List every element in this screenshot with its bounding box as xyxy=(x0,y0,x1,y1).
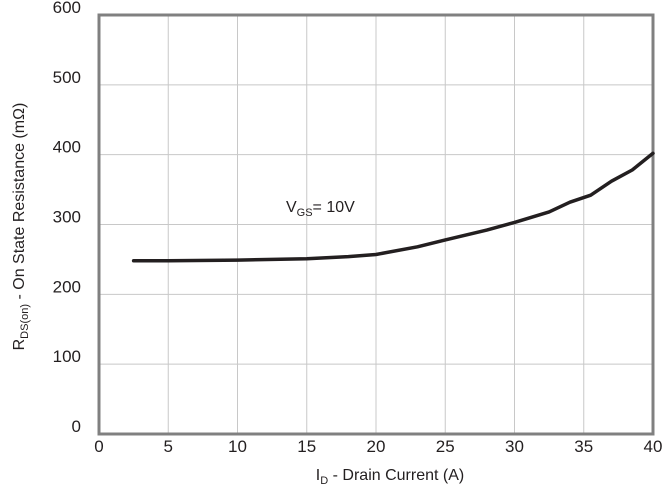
y-tick-label: 500 xyxy=(53,68,81,87)
x-tick-label: 15 xyxy=(297,437,316,456)
x-tick-label: 40 xyxy=(644,437,662,456)
x-axis-title-sub: D xyxy=(320,475,328,487)
y-tick-label: 400 xyxy=(53,138,81,157)
data-series xyxy=(131,151,655,263)
x-tick-label: 30 xyxy=(505,437,524,456)
x-tick-label: 20 xyxy=(367,437,386,456)
plot-frame xyxy=(97,13,655,436)
annotation-sub: GS xyxy=(297,207,313,219)
y-tick-label: 300 xyxy=(53,208,81,227)
x-tick-labels: 0 5 10 15 20 25 30 35 40 xyxy=(94,437,662,456)
y-axis-title-sub: DS(on) xyxy=(19,304,31,339)
y-tick-labels: 0 100 200 300 400 500 600 xyxy=(53,0,81,436)
annotation-main: V xyxy=(286,199,297,216)
y-axis-title: RDS(on) - On State Resistance (mΩ) xyxy=(11,103,31,351)
y-tick-label: 100 xyxy=(53,347,81,366)
x-axis-title-rest: - Drain Current (A) xyxy=(328,467,464,484)
annotation-rest: = 10V xyxy=(313,199,356,216)
x-tick-label: 0 xyxy=(94,437,103,456)
x-tick-label: 25 xyxy=(436,437,455,456)
y-tick-label: 0 xyxy=(72,417,81,436)
grid xyxy=(99,15,653,434)
y-tick-label: 200 xyxy=(53,277,81,296)
y-tick-label: 600 xyxy=(53,0,81,17)
x-tick-label: 10 xyxy=(228,437,247,456)
x-axis-title-main: I xyxy=(316,467,320,484)
annotation-vgs: VGS= 10V xyxy=(286,199,355,219)
x-axis-title: ID - Drain Current (A) xyxy=(316,467,464,487)
x-tick-label: 35 xyxy=(574,437,593,456)
y-axis-title-rest: - On State Resistance (mΩ) xyxy=(11,103,28,304)
y-axis-title-main: R xyxy=(11,339,28,351)
series-line xyxy=(131,151,655,263)
x-tick-label: 5 xyxy=(164,437,173,456)
